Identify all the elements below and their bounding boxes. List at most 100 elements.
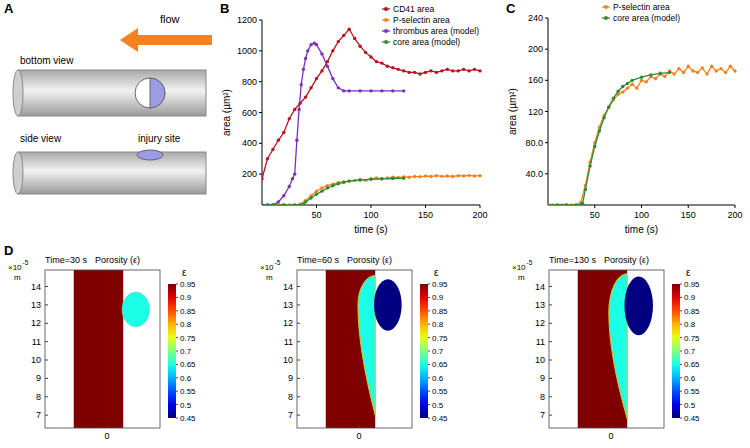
data-point — [724, 71, 727, 74]
tick-label: 14 — [283, 282, 293, 292]
data-point — [298, 203, 301, 205]
data-point — [626, 86, 629, 89]
tick-mark — [549, 304, 552, 305]
data-point — [358, 89, 361, 92]
data-point — [320, 69, 323, 72]
data-point — [342, 89, 345, 92]
tick-mark — [549, 323, 552, 324]
thrombus-shell — [122, 292, 150, 327]
data-point — [288, 185, 291, 188]
data-point — [342, 34, 345, 37]
legend-label: thrombus area (model) — [393, 26, 479, 36]
flow-arrow — [120, 28, 212, 52]
data-point — [457, 174, 460, 177]
data-point — [348, 89, 351, 92]
map-subtitle: Porosity (ε) — [347, 255, 392, 265]
tick-label: 12 — [31, 318, 41, 328]
colorbar-label: 0.5 — [432, 401, 444, 410]
data-point — [435, 174, 438, 177]
colorbar-tick — [680, 418, 682, 419]
colorbar-tick — [680, 404, 682, 405]
tick-mark — [45, 396, 48, 397]
tick-label: 14 — [31, 282, 41, 292]
data-point — [451, 69, 454, 72]
tick-label: 9 — [540, 373, 545, 383]
data-point — [640, 79, 643, 82]
tick-mark — [45, 415, 48, 416]
data-point — [407, 176, 410, 179]
colorbar-tick — [428, 377, 430, 378]
data-point — [315, 189, 318, 192]
data-point — [291, 177, 294, 180]
colorbar-label: 0.7 — [684, 347, 696, 356]
data-point — [654, 77, 657, 80]
data-point — [300, 83, 303, 86]
legend-label: P-selectin area — [613, 2, 670, 12]
data-point — [304, 200, 307, 203]
plot-background — [549, 270, 664, 428]
tick-label: 200 — [242, 169, 257, 179]
legend-swatch — [384, 40, 388, 44]
data-point — [696, 71, 699, 74]
data-point — [616, 90, 619, 93]
plot-background — [297, 270, 412, 428]
colorbar-tick — [680, 351, 682, 352]
data-point — [288, 117, 291, 120]
thrombus-shell — [358, 276, 375, 416]
data-point — [659, 72, 662, 75]
colorbar-title: ε — [182, 267, 187, 278]
tick-label: 7 — [540, 410, 545, 420]
tick-label: 100 — [634, 210, 649, 220]
data-point — [302, 68, 305, 71]
data-point — [304, 57, 307, 60]
tick-label: 13 — [31, 300, 41, 310]
data-point — [348, 179, 351, 182]
tick-label: 14 — [535, 282, 545, 292]
plot-frame — [45, 270, 160, 428]
tick-mark — [297, 415, 300, 416]
thrombus-core — [624, 276, 653, 335]
colorbar-tick — [428, 310, 430, 311]
legend-label: P-selectin area — [393, 15, 450, 25]
tick-mark — [297, 396, 300, 397]
tick-label: 8 — [36, 392, 41, 402]
tick-label: 120 — [528, 107, 543, 117]
data-point — [478, 69, 481, 72]
tick-mark — [259, 50, 262, 51]
injury-site — [150, 78, 165, 108]
colorbar-tick — [680, 297, 682, 298]
data-point — [473, 174, 476, 177]
data-point — [304, 95, 307, 98]
data-point — [584, 188, 587, 191]
data-point — [462, 68, 465, 71]
data-point — [266, 157, 269, 160]
data-point — [277, 200, 280, 203]
plot-background — [45, 270, 160, 428]
data-point — [457, 69, 460, 72]
data-point — [715, 69, 718, 72]
data-point — [705, 72, 708, 75]
view-label: side view — [20, 133, 62, 144]
data-point — [402, 176, 405, 179]
plot-area — [549, 270, 664, 428]
colorbar-label: 0.5 — [684, 401, 696, 410]
tick-label: 50 — [590, 210, 600, 220]
plot-frame — [297, 270, 412, 428]
colorbar-label: 0.8 — [180, 320, 192, 329]
data-point — [271, 203, 274, 205]
data-point — [644, 80, 647, 83]
data-point — [337, 182, 340, 185]
tick-mark — [549, 415, 552, 416]
data-point — [574, 203, 577, 205]
data-point — [429, 69, 432, 72]
data-point — [369, 89, 372, 92]
tick-mark — [359, 425, 360, 428]
flow-label: flow — [160, 13, 180, 25]
tick-mark — [641, 205, 642, 208]
series-line — [262, 178, 404, 205]
data-point — [282, 203, 285, 205]
axis-title: area (µm²) — [221, 89, 232, 136]
colorbar-label: 0.55 — [684, 387, 700, 396]
tick-mark — [545, 18, 548, 19]
data-point — [331, 49, 334, 52]
